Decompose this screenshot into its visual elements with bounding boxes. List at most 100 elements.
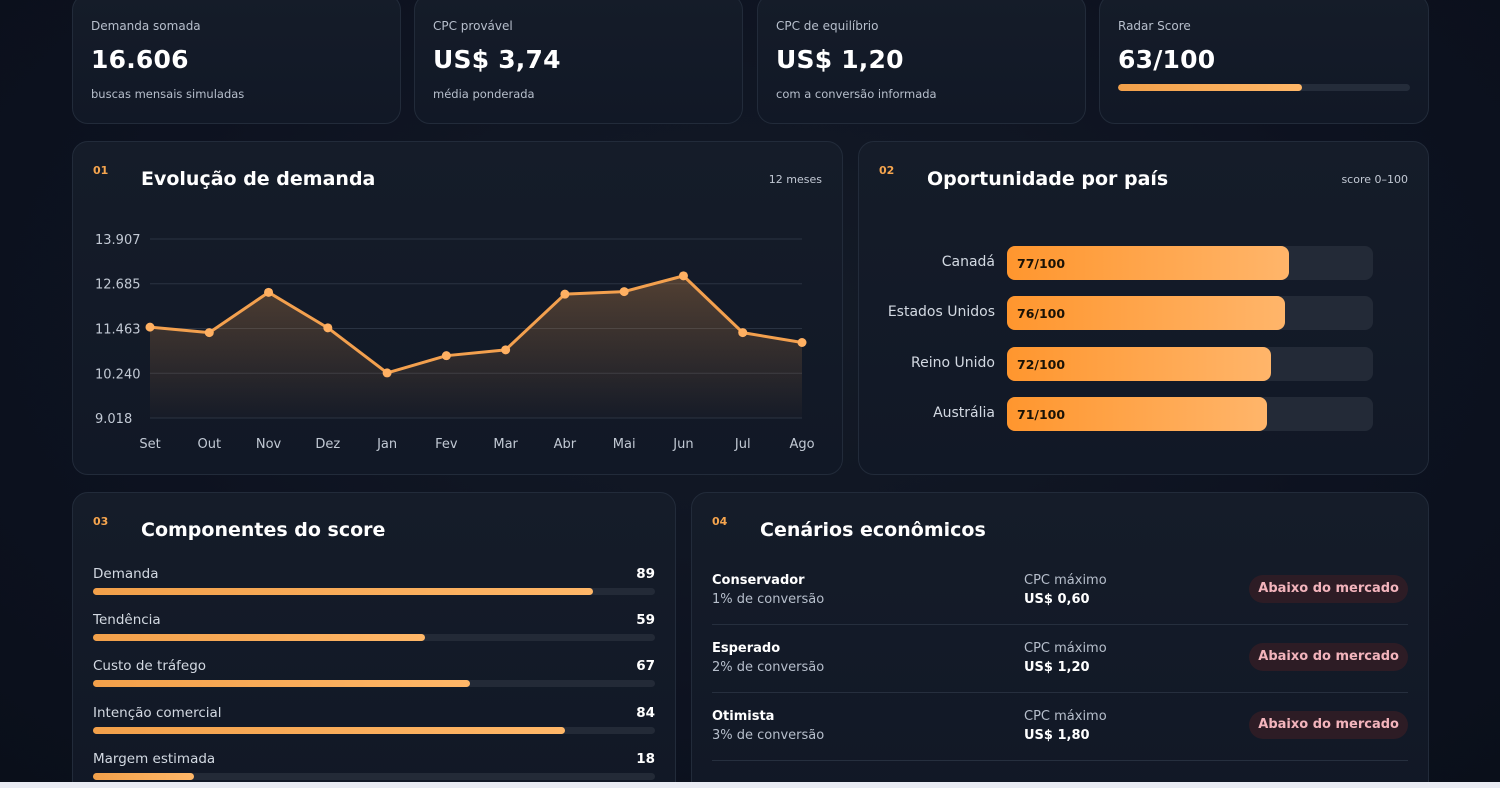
scenario-cpc-value: US$ 1,80: [1024, 728, 1090, 743]
x-tick-label: Nov: [256, 437, 282, 452]
demand-line-chart: 13.907 12.685 11.463 10.240 9.018 Set Out Nov De…: [95, 233, 815, 452]
demand-data-point: [501, 345, 511, 355]
section-meta: 12 meses: [768, 173, 822, 186]
demand-series-line: [149, 274, 803, 375]
y-tick-label: 10.240: [95, 367, 141, 382]
scenario-status-badge: Abaixo do mercado: [1249, 575, 1408, 603]
stat-card-cpc-provavel: CPC provável US$ 3,74 média ponderada: [414, 0, 743, 124]
scenario-row: Esperado 2% de conversão CPC máximo US$ 1,2…: [712, 625, 1408, 693]
score-component-label: Custo de tráfego: [93, 658, 207, 675]
demand-area: [150, 275, 802, 418]
score-component-track: [93, 588, 655, 595]
scenario-cpc-value: US$ 0,60: [1024, 592, 1090, 607]
scenario-conversion: 2% de conversão: [712, 660, 825, 675]
demand-data-point: [323, 323, 333, 333]
country-score-label: 71/100: [1017, 406, 1066, 422]
y-tick-label: 11.463: [95, 322, 141, 337]
stat-value: 63/100: [1118, 45, 1216, 74]
stat-value: US$ 3,74: [433, 45, 561, 74]
score-component-row: Demanda 89: [93, 566, 655, 606]
x-tick-label: Out: [197, 437, 221, 452]
score-component-label: Margem estimada: [93, 750, 216, 767]
country-score-label: 72/100: [1017, 356, 1066, 372]
demand-data-point: [560, 289, 570, 299]
section-meta: score 0–100: [1341, 173, 1408, 186]
section-number: 01: [93, 164, 109, 177]
scenario-name: Otimista: [712, 709, 775, 724]
demand-data-point: [678, 271, 688, 281]
country-name: Canadá: [941, 254, 995, 270]
score-component-value: 89: [636, 566, 655, 582]
scenario-cpc-value: US$ 1,20: [1024, 660, 1090, 675]
stat-label: Demanda somada: [91, 19, 201, 33]
score-component-row: Custo de tráfego 67: [93, 658, 655, 698]
score-component-bar: [93, 772, 195, 780]
country-row: Reino Unido 72/100: [859, 346, 1429, 381]
stat-value: 16.606: [91, 45, 189, 74]
score-component-row: Tendência 59: [93, 612, 655, 652]
demand-data-point: [441, 351, 451, 361]
demand-data-point: [738, 328, 748, 338]
stat-card-demanda: Demanda somada 16.606 buscas mensais sim…: [72, 0, 401, 124]
radar-score-progress-fill: [1118, 84, 1302, 91]
x-tick-label: Jun: [672, 437, 693, 452]
demand-data-point: [797, 338, 807, 348]
score-component-value: 59: [636, 612, 655, 629]
score-component-track: [93, 726, 655, 734]
section-number: 04: [712, 515, 728, 528]
country-score-label: 77/100: [1017, 256, 1066, 271]
country-name: Reino Unido: [911, 354, 995, 371]
economic-scenarios-card: 04 Cenários econômicos Conservador 1% de …: [691, 492, 1429, 788]
section-title: Cenários econômicos: [760, 519, 986, 541]
bottom-edge: [0, 782, 1500, 788]
country-name: Austrália: [933, 404, 995, 421]
country-row: Austrália 71/100: [859, 396, 1429, 431]
section-title: Evolução de demanda: [141, 168, 376, 190]
country-score-track: 72/100: [1007, 346, 1373, 381]
demand-data-point: [145, 322, 155, 332]
x-tick-label: Ago: [789, 437, 814, 452]
scenario-status-badge: Abaixo do mercado: [1249, 711, 1408, 739]
score-component-row: Intenção comercial 84: [93, 705, 655, 745]
x-tick-label: Jul: [734, 437, 751, 452]
scenario-cpc-label: CPC máximo: [1024, 709, 1107, 724]
demand-data-point: [264, 287, 274, 297]
section-title: Oportunidade por país: [927, 168, 1169, 190]
score-component-value: 67: [636, 658, 655, 675]
scenario-status-badge: Abaixo do mercado: [1249, 643, 1408, 671]
x-tick-label: Mai: [613, 437, 636, 452]
country-score-bar: 76/100: [1007, 296, 1286, 331]
x-tick-label: Dez: [315, 437, 340, 452]
country-opportunity-card: 02 Oportunidade por país score 0–100 Can…: [858, 141, 1429, 475]
stat-subtitle: com a conversão informada: [776, 87, 937, 101]
country-score-track: 77/100: [1007, 246, 1373, 280]
scenario-cpc-label: CPC máximo: [1024, 573, 1107, 588]
score-component-bar: [93, 588, 594, 595]
scenario-conversion: 3% de conversão: [712, 728, 825, 743]
radar-score-progress: [1118, 84, 1410, 91]
demand-chart-card: 01 Evolução de demanda 12 meses 13.907 12…: [72, 141, 843, 475]
stat-label: CPC de equilíbrio: [776, 19, 879, 33]
country-name: Estados Unidos: [887, 304, 995, 321]
score-components-card: 03 Componentes do score Demanda 89 Tendênc…: [72, 492, 676, 788]
scenario-name: Esperado: [712, 641, 781, 656]
stat-subtitle: buscas mensais simuladas: [91, 87, 245, 101]
country-score-track: 76/100: [1007, 296, 1373, 331]
stat-label: CPC provável: [433, 19, 513, 33]
section-number: 02: [879, 164, 895, 177]
x-tick-label: Set: [139, 437, 160, 452]
score-component-value: 18: [636, 750, 655, 767]
section-title: Componentes do score: [141, 519, 386, 541]
scenario-row: Conservador 1% de conversão CPC máximo US$ …: [712, 557, 1408, 625]
y-tick-label: 12.685: [95, 278, 141, 293]
score-component-track: [93, 680, 655, 688]
y-tick-label: 9.018: [95, 412, 132, 427]
score-component-label: Tendência: [93, 612, 161, 629]
stat-label: Radar Score: [1118, 19, 1191, 33]
score-component-row: Margem estimada 18: [93, 751, 655, 788]
score-component-value: 84: [636, 704, 655, 721]
country-score-label: 76/100: [1017, 306, 1066, 322]
country-row: Estados Unidos 76/100: [859, 296, 1429, 331]
y-tick-label: 13.907: [95, 233, 141, 248]
stat-card-cpc-equilibrio: CPC de equilíbrio US$ 1,20 com a convers…: [757, 0, 1086, 124]
